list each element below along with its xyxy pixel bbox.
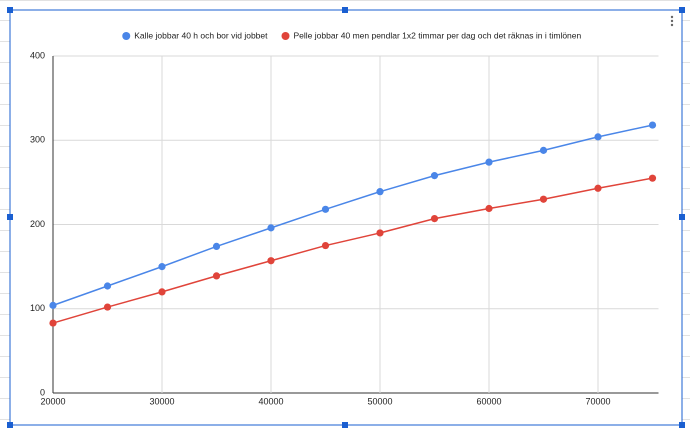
legend-marker [281, 32, 290, 40]
x-tick-label: 40000 [258, 396, 283, 406]
data-point [49, 319, 57, 327]
resize-handles [7, 7, 685, 428]
data-point [158, 288, 166, 296]
legend-marker [122, 32, 131, 40]
x-tick-label: 60000 [476, 396, 501, 406]
legend-label: Pelle jobbar 40 men pendlar 1x2 timmar p… [294, 30, 582, 40]
plot-area: 0 100 200 300 400 20000 30000 40000 50000 60000 70… [30, 30, 659, 406]
y-tick-label: 300 [30, 135, 45, 145]
data-point [648, 174, 657, 182]
x-tick-label: 20000 [40, 396, 65, 406]
data-point [485, 204, 493, 213]
data-point [430, 172, 439, 180]
legend-label: Kalle jobbar 40 h och bor vid jobbet [134, 30, 268, 40]
chart-frame[interactable] [9, 9, 683, 426]
legend: Kalle jobbar 40 h och bor vid jobbet Pell… [122, 30, 582, 40]
data-point [321, 241, 330, 250]
data-point [267, 224, 275, 232]
series-line [52, 124, 653, 307]
data-point [485, 158, 493, 166]
x-tick-label: 30000 [149, 396, 174, 406]
data-point [212, 242, 221, 251]
data-point [49, 301, 57, 309]
y-tick-label: 100 [30, 303, 45, 313]
data-point [376, 229, 384, 237]
menu-icon[interactable] [670, 15, 674, 27]
data-point [212, 272, 221, 280]
data-point [103, 303, 112, 311]
data-point [648, 121, 657, 129]
data-point [594, 184, 602, 192]
series-line [52, 177, 653, 324]
data-point [103, 282, 112, 290]
data-point [539, 195, 548, 203]
y-tick-label: 400 [30, 50, 45, 60]
data-point [376, 188, 384, 196]
y-tick-label: 0 [40, 387, 45, 397]
x-tick-label: 50000 [367, 396, 392, 406]
data-point [267, 257, 275, 265]
y-tick-label: 200 [30, 219, 45, 229]
data-point [539, 146, 548, 154]
data-point [430, 215, 439, 223]
data-point [594, 133, 602, 141]
data-point [158, 263, 166, 271]
data-point [321, 205, 330, 213]
x-tick-label: 70000 [585, 396, 610, 406]
